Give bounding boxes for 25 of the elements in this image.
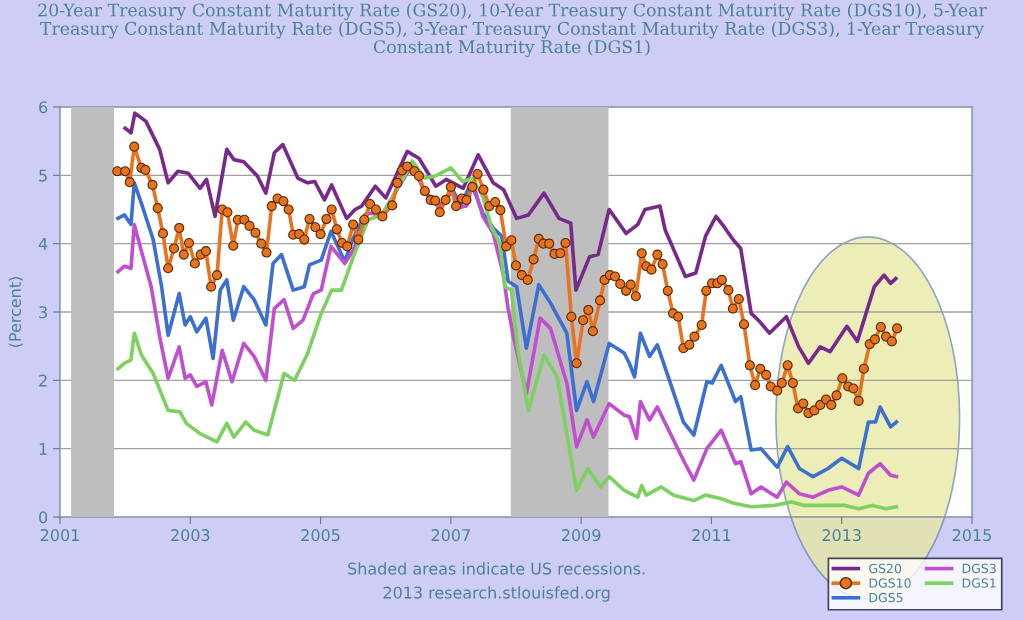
- y-tick-label: 2: [39, 374, 47, 387]
- legend-label: DGS10: [869, 578, 911, 588]
- x-tick-label: 2001: [40, 529, 79, 542]
- chart-title: 20-Year Treasury Constant Maturity Rate (GS20), 10-Year Treasury Constant Maturity Rate (DGS10), 5-Year Treasury Constant Maturity Rate (DGS5), 3-Year Treasury Constant Maturity Rate (DGS3), 1-Year Treasury Constant Maturity Rate (DGS1): [38, 3, 987, 57]
- x-tick-label: 2003: [171, 529, 210, 542]
- x-tick-label: 2011: [692, 529, 731, 542]
- y-tick-label: 0: [39, 511, 48, 524]
- legend-label: DGS1: [962, 578, 996, 588]
- x-tick-label: 2009: [561, 529, 601, 542]
- y-axis-title: (Percent): [8, 277, 23, 347]
- y-tick-label: 1: [39, 443, 47, 455]
- y-tick-label: 4: [38, 238, 48, 250]
- legend-label: GS20: [869, 563, 902, 574]
- legend-label: DGS3: [962, 563, 996, 574]
- x-tick-label: 2007: [431, 529, 470, 542]
- x-tick-label: 2005: [301, 529, 340, 542]
- y-tick-label: 6: [39, 101, 48, 114]
- y-tick-label: 5: [39, 169, 47, 182]
- text: Shaded areas indicate US recessions.: [348, 562, 645, 575]
- line-series: [123, 111, 898, 366]
- y-tick-label: 3: [39, 306, 47, 319]
- x-tick-label: 2013: [822, 529, 861, 542]
- x-tick-label: 2015: [952, 529, 991, 542]
- legend-label: DGS5: [869, 592, 903, 603]
- text: 2013 research.stlouisfed.org: [383, 586, 610, 602]
